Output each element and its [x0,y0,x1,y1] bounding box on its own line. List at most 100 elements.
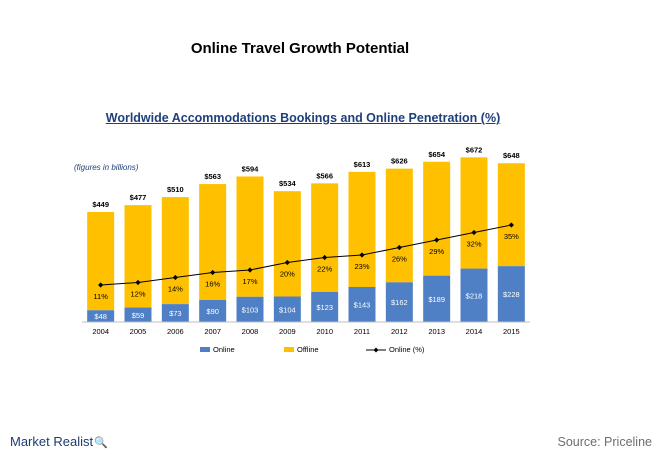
penetration-label: 17% [242,277,257,286]
online-value-label: $123 [316,303,333,312]
offline-bar [497,163,525,267]
online-bar [273,296,301,322]
x-tick-label: 2015 [503,327,520,336]
penetration-marker [396,244,402,251]
total-value-label: $566 [316,171,333,180]
offline-bar [199,184,227,300]
penetration-label: 14% [168,285,183,294]
x-tick-label: 2006 [167,327,184,336]
penetration-marker [135,279,141,286]
offline-bar [124,205,152,308]
penetration-marker [172,274,178,281]
online-value-label: $189 [428,295,445,304]
penetration-marker [210,269,216,276]
total-value-label: $534 [279,179,297,188]
legend-swatch-offline [284,347,294,352]
penetration-line-layer: 11% 12% 14% 16% 17% 20% 22% 23% 26% 29% 32% 35% [93,222,519,301]
offline-bar [273,191,301,297]
x-tick-label: 2008 [242,327,259,336]
online-value-label: $48 [94,312,107,321]
total-value-label: $613 [354,160,371,169]
offline-bar [348,171,376,287]
offline-bar [460,157,488,269]
legend: Online Offline Online (%) [200,345,425,354]
penetration-label: 11% [93,292,108,301]
penetration-marker [359,252,365,258]
total-value-label: $626 [391,157,408,166]
legend-label-online: Online [213,345,235,354]
online-bar [497,266,525,322]
penetration-line [100,224,512,286]
online-value-label: $90 [206,307,219,316]
online-bar [199,299,227,322]
legend-marker [373,347,379,353]
page-title: Online Travel Growth Potential [190,40,410,57]
online-bar [311,291,339,322]
penetration-marker [322,254,328,261]
penetration-label: 35% [504,232,519,241]
online-value-label: $143 [354,300,371,309]
legend-label-penetration: Online (%) [389,345,425,354]
online-value-label: $73 [169,309,182,318]
offline-bar [423,161,451,276]
x-tick-label: 2014 [466,327,483,336]
x-axis: 2004 2005 2006 2007 2008 2009 2010 2011 2012 2013… [82,321,530,336]
penetration-marker [471,229,477,236]
x-tick-label: 2005 [130,327,147,336]
offline-bar [385,168,413,283]
chart-title: Worldwide Accommodations Bookings and On… [105,111,501,125]
penetration-label: 22% [317,265,332,274]
penetration-label: 12% [130,290,145,299]
brand-name: Market Realist [10,434,94,449]
penetration-label: 29% [429,247,444,256]
x-tick-label: 2010 [316,327,333,336]
offline-bar [87,211,115,311]
online-value-label: $104 [279,305,296,314]
online-bar [236,296,264,322]
penetration-label: 26% [392,255,407,264]
x-tick-label: 2004 [92,327,109,336]
total-value-label: $594 [242,164,260,173]
total-value-label: $477 [130,193,147,202]
source-note: Source: Priceline [557,435,653,449]
online-value-label: $103 [242,305,259,314]
total-value-label: $648 [503,151,520,160]
online-bar [385,282,413,322]
total-value-label: $449 [92,200,109,209]
online-bar [87,310,115,322]
total-value-label: $510 [167,185,184,194]
online-value-label: $59 [132,311,145,320]
units-note: (figures in billions) [74,163,139,172]
legend-swatch-online [200,347,210,352]
x-tick-label: 2007 [204,327,221,336]
penetration-label: 20% [280,270,295,279]
x-tick-label: 2013 [428,327,445,336]
offline-bar [161,197,189,305]
offline-bar [311,183,339,292]
penetration-label: 23% [354,262,369,271]
x-tick-label: 2012 [391,327,408,336]
penetration-label: 16% [205,280,220,289]
market-realist-logo: Market Realist🔍 [10,434,108,449]
online-bar [348,286,376,322]
penetration-marker [508,222,514,228]
online-bar [161,304,189,322]
x-tick-label: 2011 [354,327,370,336]
legend-label-offline: Offline [297,345,319,354]
bars-layer: $48 $449 $59 $477 $73 $510 $90 $563 $103 $594 $104… [87,145,525,322]
penetration-marker [247,267,253,273]
offline-bar [236,176,264,297]
online-bar [460,268,488,322]
online-bar [423,275,451,322]
penetration-marker [434,237,440,243]
total-value-label: $672 [466,145,483,154]
penetration-label: 32% [466,240,481,249]
total-value-label: $563 [204,172,221,181]
online-value-label: $162 [391,298,408,307]
x-tick-label: 2009 [279,327,296,336]
penetration-marker [98,282,104,288]
online-value-label: $218 [466,291,483,300]
magnifier-icon: 🔍 [94,437,108,449]
penetration-marker [284,259,290,266]
